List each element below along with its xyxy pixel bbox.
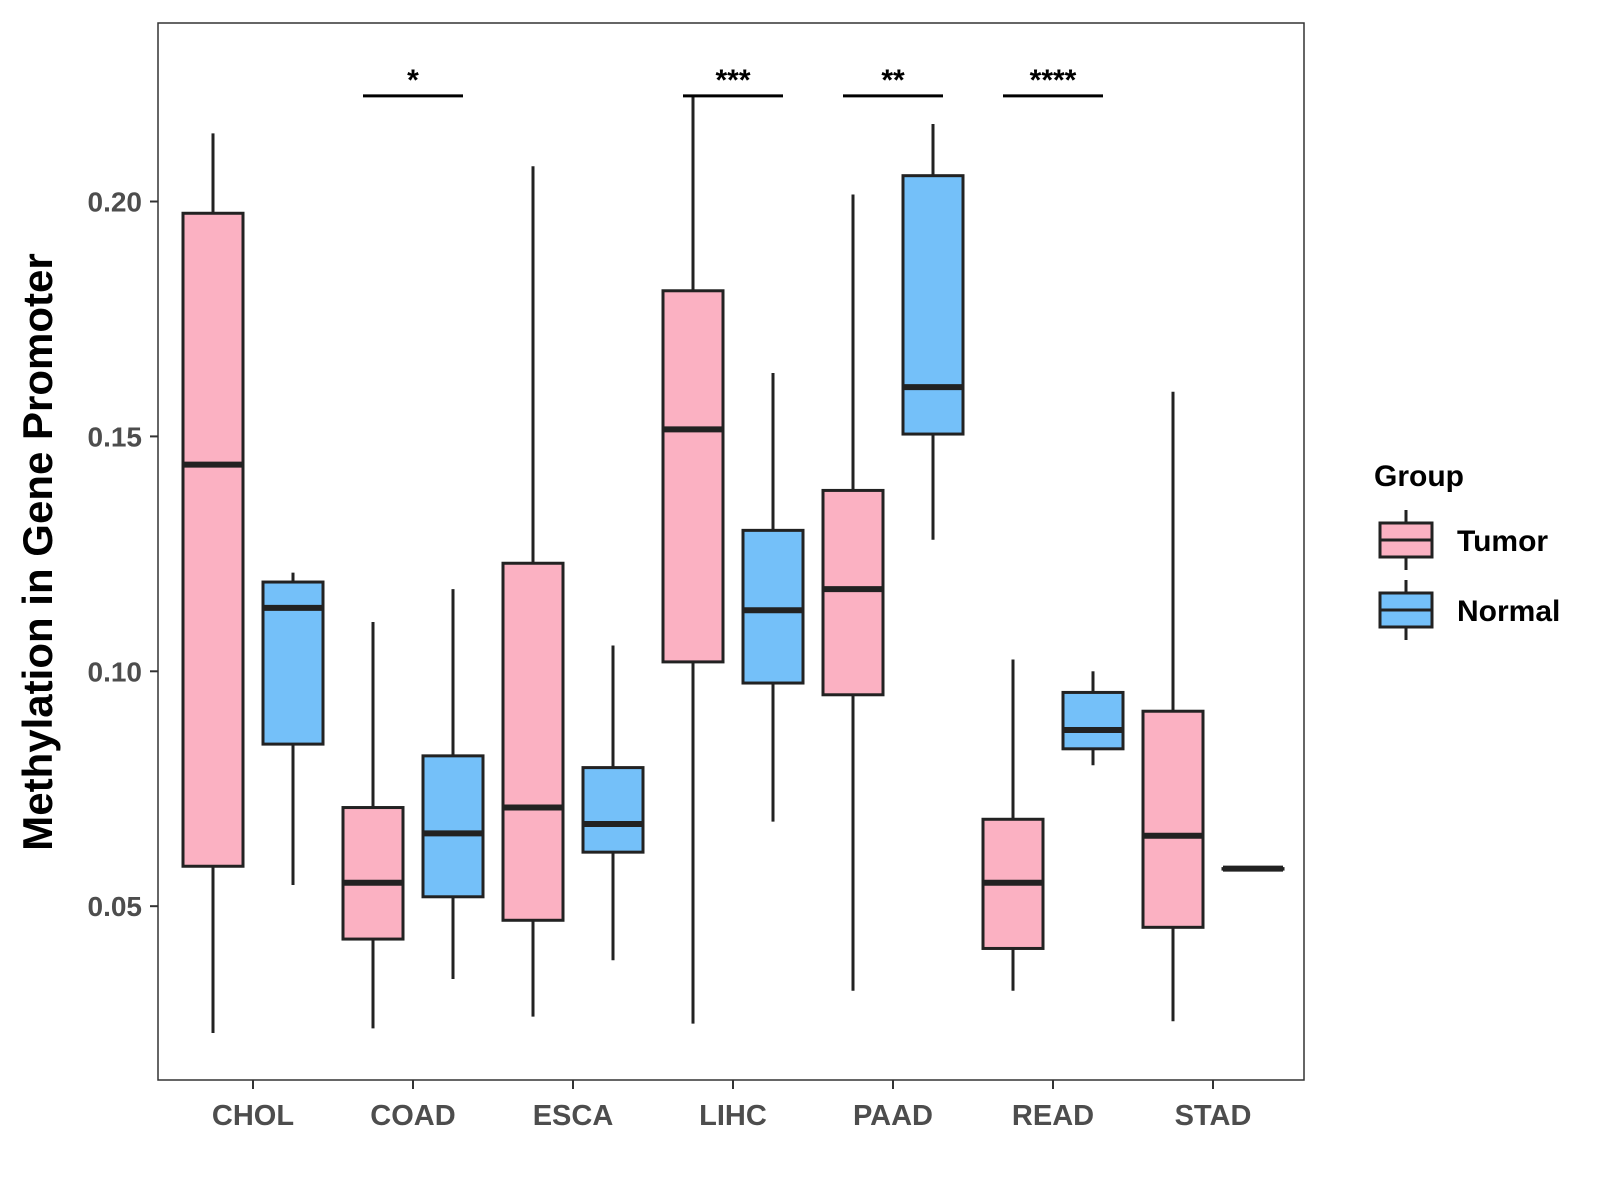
y-tick-label: 0.20: [88, 187, 143, 218]
axes: 0.05 0.10 0.15 0.20 CHOL COAD ESCA LIHC PAAD READ…: [88, 187, 1252, 1132]
x-tick-label-esca: ESCA: [533, 1100, 614, 1132]
box-tumor-read: [981, 659, 1045, 991]
box-normal-paad: [901, 124, 965, 540]
box-body-tumor-esca: [501, 561, 565, 922]
box-body-tumor-coad: [341, 806, 405, 941]
box-normal-coad: [421, 589, 485, 979]
x-tick-label-coad: COAD: [370, 1100, 455, 1132]
box-normal-esca: [581, 645, 645, 961]
plot-area: * *** ** ****: [181, 64, 1285, 1034]
significance-label-coad: *: [407, 64, 419, 97]
box-tumor-chol: [181, 133, 245, 1034]
box-tumor-stad: [1141, 391, 1205, 1022]
significance-label-paad: **: [881, 64, 905, 97]
box-body-normal-paad: [901, 174, 965, 436]
box-tumor-esca: [501, 166, 565, 1017]
box-body-tumor-lihc: [661, 289, 725, 664]
legend-item-tumor: Tumor: [1378, 510, 1548, 570]
box-body-normal-coad: [421, 754, 485, 899]
y-tick-label: 0.05: [88, 891, 143, 922]
y-tick-label: 0.15: [88, 421, 143, 452]
y-tick-label: 0.10: [88, 656, 143, 687]
box-body-normal-esca: [581, 766, 645, 854]
box-normal-lihc: [741, 372, 805, 822]
plot-panel-border: [157, 22, 1305, 1081]
box-tumor-lihc: [661, 95, 725, 1024]
y-axis-title: Methylation in Gene Promoter: [14, 253, 61, 850]
legend-label-normal: Normal: [1457, 595, 1560, 628]
x-tick-label-paad: PAAD: [853, 1100, 933, 1132]
box-body-tumor-stad: [1141, 709, 1205, 929]
box-body-normal-read: [1061, 690, 1125, 751]
box-tumor-paad: [821, 194, 885, 991]
x-tick-label-chol: CHOL: [212, 1100, 294, 1132]
box-normal-read: [1061, 671, 1125, 766]
box-body-tumor-chol: [181, 211, 245, 868]
x-tick-label-lihc: LIHC: [699, 1100, 767, 1132]
significance-label-lihc: ***: [715, 64, 750, 97]
legend: Group Tumor Normal: [1374, 460, 1560, 640]
legend-item-normal: Normal: [1378, 580, 1560, 640]
legend-title: Group: [1374, 460, 1464, 493]
significance-label-read: ****: [1030, 64, 1077, 97]
x-tick-label-read: READ: [1012, 1100, 1094, 1132]
legend-label-tumor: Tumor: [1457, 525, 1548, 558]
box-tumor-coad: [341, 621, 405, 1029]
box-body-normal-lihc: [741, 528, 805, 685]
box-body-tumor-paad: [821, 488, 885, 697]
x-tick-label-stad: STAD: [1175, 1100, 1252, 1132]
box-normal-stad: [1221, 865, 1285, 872]
box-normal-chol: [261, 572, 325, 886]
